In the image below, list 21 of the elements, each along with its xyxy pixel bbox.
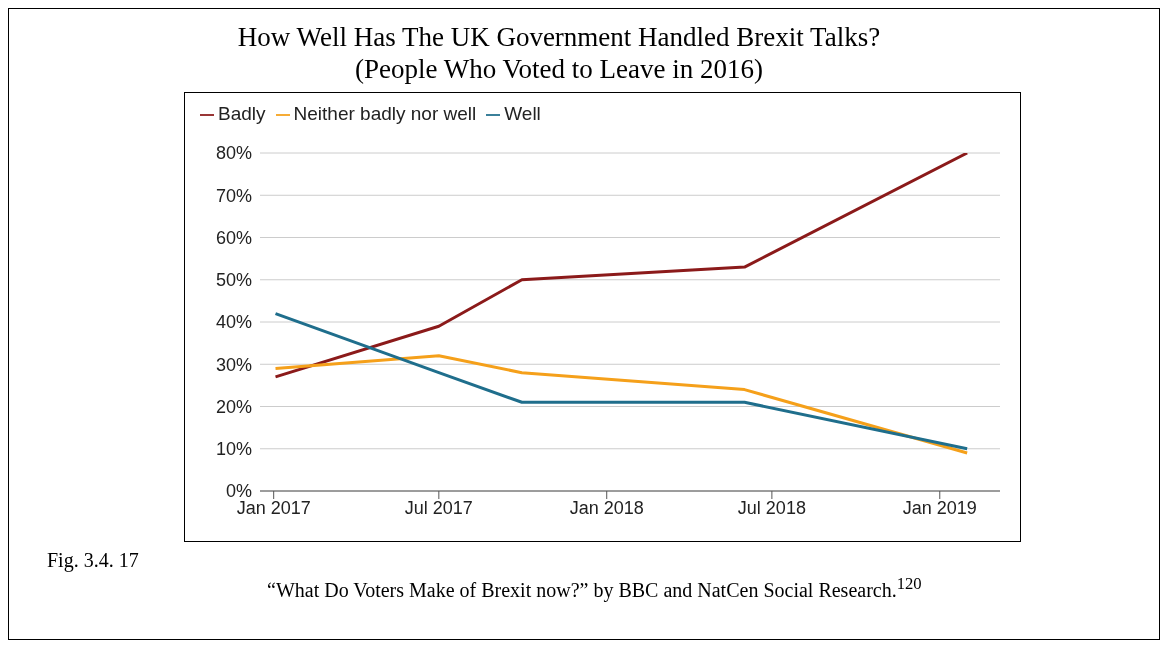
y-tick-label: 80% <box>215 143 252 164</box>
line-series <box>274 312 969 451</box>
line-series <box>274 153 969 379</box>
x-tick-label: Jan 2018 <box>569 497 644 518</box>
caption: Fig. 3.4. 17 <box>47 549 139 571</box>
x-tick-label: Jul 2018 <box>737 497 806 518</box>
y-tick-label: 70% <box>215 185 252 206</box>
y-tick-label: 10% <box>215 439 252 460</box>
text: “What Do Voters Make of Brexit now?” by BBC and NatCen Social Research.$^{120}$ <box>267 574 922 601</box>
legend-label: Well <box>504 103 541 124</box>
y-tick-label: 20% <box>215 396 252 417</box>
legend-label: Neither badly nor well <box>293 103 477 124</box>
legend-label: Badly <box>218 103 266 124</box>
y-tick-label: 60% <box>215 227 252 248</box>
y-tick-label: 40% <box>215 312 252 333</box>
line-series <box>274 354 969 455</box>
x-tick-label: Jul 2017 <box>404 497 473 518</box>
chart-title: How Well Has The UK Government Handled Brexit Talks? (People Who Voted to Leave in 2016) <box>237 22 881 84</box>
y-tick-label: 50% <box>215 270 252 291</box>
y-tick-label: 30% <box>215 354 252 375</box>
x-tick-label: Jan 2019 <box>902 497 977 518</box>
